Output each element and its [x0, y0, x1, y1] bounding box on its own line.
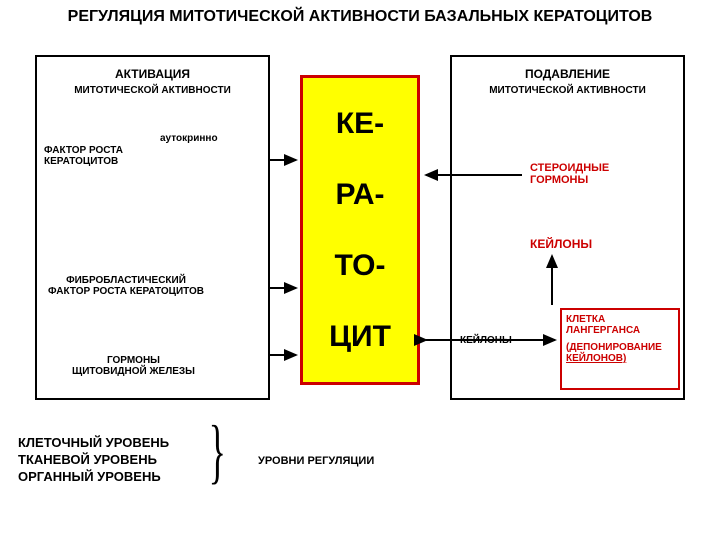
level-organ: ОРГАННЫЙ УРОВЕНЬ — [18, 469, 169, 484]
fibroblastic-line1: ФИБРОБЛАСТИЧЕСКИЙ — [48, 275, 204, 286]
center-syll3: ТО- — [335, 251, 386, 281]
langerhans-line1: КЛЕТКА — [566, 314, 674, 325]
center-syll1: КЕ- — [336, 109, 384, 139]
level-tissue: ТКАНЕВОЙ УРОВЕНЬ — [18, 452, 169, 467]
page-title: РЕГУЛЯЦИЯ МИТОТИЧЕСКОЙ АКТИВНОСТИ БАЗАЛЬ… — [0, 8, 720, 26]
steroids-line1: СТЕРОИДНЫЕ — [530, 162, 609, 174]
growth-factor-item: ФАКТОР РОСТА КЕРАТОЦИТОВ — [44, 145, 123, 167]
growth-factor-line1: ФАКТОР РОСТА — [44, 145, 123, 156]
levels-label: УРОВНИ РЕГУЛЯЦИИ — [258, 455, 374, 467]
steroids-item: СТЕРОИДНЫЕ ГОРМОНЫ — [530, 162, 609, 186]
center-syll4: ЦИТ — [329, 322, 391, 352]
left-panel-subheader: МИТОТИЧЕСКОЙ АКТИВНОСТИ — [37, 85, 268, 102]
autocrine-label: аутокринно — [160, 133, 218, 144]
thyroid-line2: ЩИТОВИДНОЙ ЖЕЛЕЗЫ — [72, 366, 195, 377]
center-syll2: РА- — [335, 180, 384, 210]
level-cellular: КЛЕТОЧНЫЙ УРОВЕНЬ — [18, 435, 169, 450]
keylons-top: КЕЙЛОНЫ — [530, 237, 592, 251]
right-panel-subheader: МИТОТИЧЕСКОЙ АКТИВНОСТИ — [452, 85, 683, 102]
steroids-line2: ГОРМОНЫ — [530, 174, 609, 186]
brace-icon: } — [209, 415, 226, 487]
langerhans-box: КЛЕТКА ЛАНГЕРГАНСА (ДЕПОНИРОВАНИЕ КЕЙЛОН… — [560, 308, 680, 390]
growth-factor-line2: КЕРАТОЦИТОВ — [44, 156, 123, 167]
right-panel-header: ПОДАВЛЕНИЕ — [452, 63, 683, 85]
thyroid-line1: ГОРМОНЫ — [72, 355, 195, 366]
keylons-mid: КЕЙЛОНЫ — [460, 335, 512, 346]
left-panel-header: АКТИВАЦИЯ — [37, 63, 268, 85]
langerhans-line4: КЕЙЛОНОВ) — [566, 353, 674, 364]
langerhans-line3: (ДЕПОНИРОВАНИЕ — [566, 342, 674, 353]
langerhans-line2: ЛАНГЕРГАНСА — [566, 325, 674, 336]
fibroblastic-item: ФИБРОБЛАСТИЧЕСКИЙ ФАКТОР РОСТА КЕРАТОЦИТ… — [48, 275, 204, 297]
left-panel: АКТИВАЦИЯ МИТОТИЧЕСКОЙ АКТИВНОСТИ — [35, 55, 270, 400]
levels-list: КЛЕТОЧНЫЙ УРОВЕНЬ ТКАНЕВОЙ УРОВЕНЬ ОРГАН… — [18, 435, 169, 486]
keratocyte-center: КЕ- РА- ТО- ЦИТ — [300, 75, 420, 385]
fibroblastic-line2: ФАКТОР РОСТА КЕРАТОЦИТОВ — [48, 286, 204, 297]
thyroid-item: ГОРМОНЫ ЩИТОВИДНОЙ ЖЕЛЕЗЫ — [72, 355, 195, 377]
